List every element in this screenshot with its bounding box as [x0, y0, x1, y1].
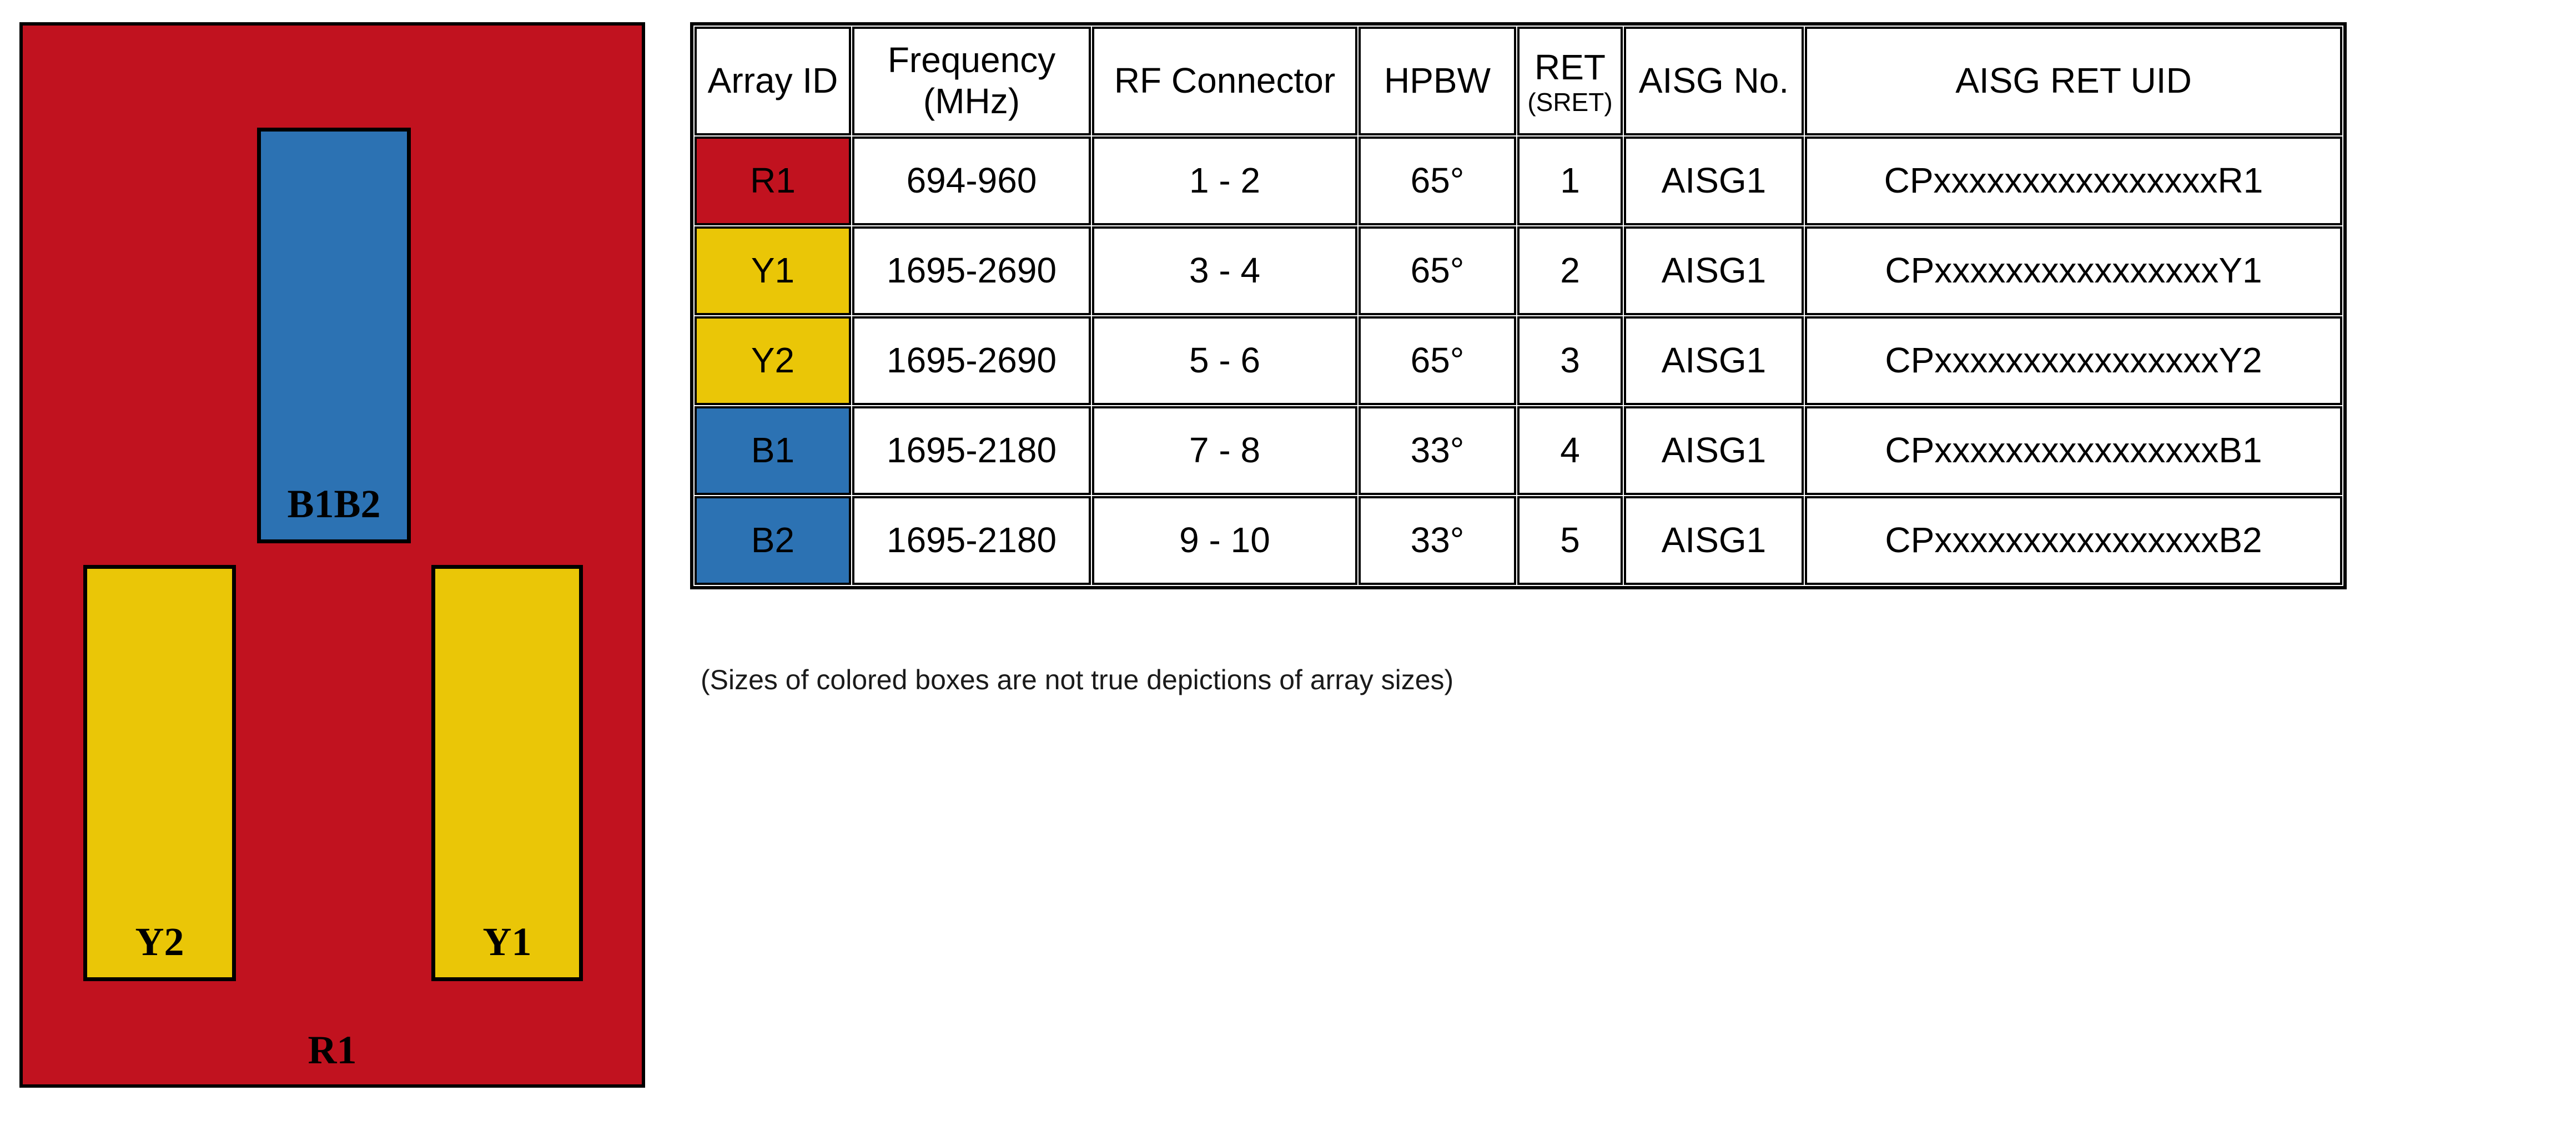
frequency-cell: 1695-2180: [852, 496, 1091, 585]
table-header-row: Array ID Frequency (MHz) RF Connector HP…: [695, 27, 2342, 135]
table-row-y1: Y1 1695-2690 3 - 4 65° 2 AISG1 CPxxxxxxx…: [695, 226, 2342, 315]
array-box-y2: Y2: [83, 565, 236, 981]
size-disclaimer-note: (Sizes of colored boxes are not true dep…: [701, 664, 1454, 695]
aisg-no-cell: AISG1: [1624, 496, 1804, 585]
aisg-ret-uid-cell: CPxxxxxxxxxxxxxxxxY2: [1805, 316, 2342, 405]
array-box-b1b2: B1B2: [257, 128, 411, 543]
table-row-b2: B2 1695-2180 9 - 10 33° 5 AISG1 CPxxxxxx…: [695, 496, 2342, 585]
header-frequency-line2: (MHz): [923, 81, 1020, 121]
table-row-r1: R1 694-960 1 - 2 65° 1 AISG1 CPxxxxxxxxx…: [695, 137, 2342, 225]
rf-connector-cell: 3 - 4: [1092, 226, 1357, 315]
frequency-cell: 1695-2180: [852, 406, 1091, 495]
aisg-ret-uid-cell: CPxxxxxxxxxxxxxxxxY1: [1805, 226, 2342, 315]
hpbw-cell: 65°: [1359, 226, 1516, 315]
ret-cell: 4: [1517, 406, 1623, 495]
ret-cell: 3: [1517, 316, 1623, 405]
frequency-cell: 694-960: [852, 137, 1091, 225]
header-array-id: Array ID: [695, 27, 851, 135]
array-id-cell: Y1: [695, 226, 851, 315]
header-aisg-no: AISG No.: [1624, 27, 1804, 135]
ret-cell: 2: [1517, 226, 1623, 315]
rf-connector-cell: 9 - 10: [1092, 496, 1357, 585]
hpbw-cell: 65°: [1359, 137, 1516, 225]
header-frequency: Frequency (MHz): [852, 27, 1091, 135]
hpbw-cell: 33°: [1359, 496, 1516, 585]
array-box-label-y1: Y1: [482, 920, 532, 964]
header-rf-connector: RF Connector: [1092, 27, 1357, 135]
array-spec-table: Array ID Frequency (MHz) RF Connector HP…: [690, 22, 2347, 589]
ret-cell: 5: [1517, 496, 1623, 585]
hpbw-cell: 65°: [1359, 316, 1516, 405]
array-id-cell: R1: [695, 137, 851, 225]
ret-cell: 1: [1517, 137, 1623, 225]
rf-connector-cell: 5 - 6: [1092, 316, 1357, 405]
frequency-cell: 1695-2690: [852, 226, 1091, 315]
header-aisg-ret-uid: AISG RET UID: [1805, 27, 2342, 135]
array-box-label-b1b2: B1B2: [287, 482, 381, 526]
array-id-cell: B2: [695, 496, 851, 585]
aisg-no-cell: AISG1: [1624, 316, 1804, 405]
header-ret-line1: RET: [1534, 47, 1606, 88]
array-box-y1: Y1: [431, 565, 583, 981]
aisg-ret-uid-cell: CPxxxxxxxxxxxxxxxxB2: [1805, 496, 2342, 585]
aisg-no-cell: AISG1: [1624, 406, 1804, 495]
header-ret-line2: (SRET): [1527, 87, 1613, 117]
array-id-cell: Y2: [695, 316, 851, 405]
rf-connector-cell: 7 - 8: [1092, 406, 1357, 495]
header-hpbw: HPBW: [1359, 27, 1516, 135]
header-ret: RET (SRET): [1517, 27, 1623, 135]
aisg-no-cell: AISG1: [1624, 137, 1804, 225]
header-frequency-line1: Frequency: [887, 40, 1056, 80]
array-box-label-r1: R1: [308, 1028, 357, 1072]
array-id-cell: B1: [695, 406, 851, 495]
aisg-no-cell: AISG1: [1624, 226, 1804, 315]
aisg-ret-uid-cell: CPxxxxxxxxxxxxxxxxB1: [1805, 406, 2342, 495]
hpbw-cell: 33°: [1359, 406, 1516, 495]
frequency-cell: 1695-2690: [852, 316, 1091, 405]
aisg-ret-uid-cell: CPxxxxxxxxxxxxxxxxR1: [1805, 137, 2342, 225]
table-row-y2: Y2 1695-2690 5 - 6 65° 3 AISG1 CPxxxxxxx…: [695, 316, 2342, 405]
antenna-array-diagram: B1B2 Y2 Y1 R1: [19, 22, 645, 1088]
rf-connector-cell: 1 - 2: [1092, 137, 1357, 225]
array-box-label-y2: Y2: [135, 920, 184, 964]
table-row-b1: B1 1695-2180 7 - 8 33° 4 AISG1 CPxxxxxxx…: [695, 406, 2342, 495]
